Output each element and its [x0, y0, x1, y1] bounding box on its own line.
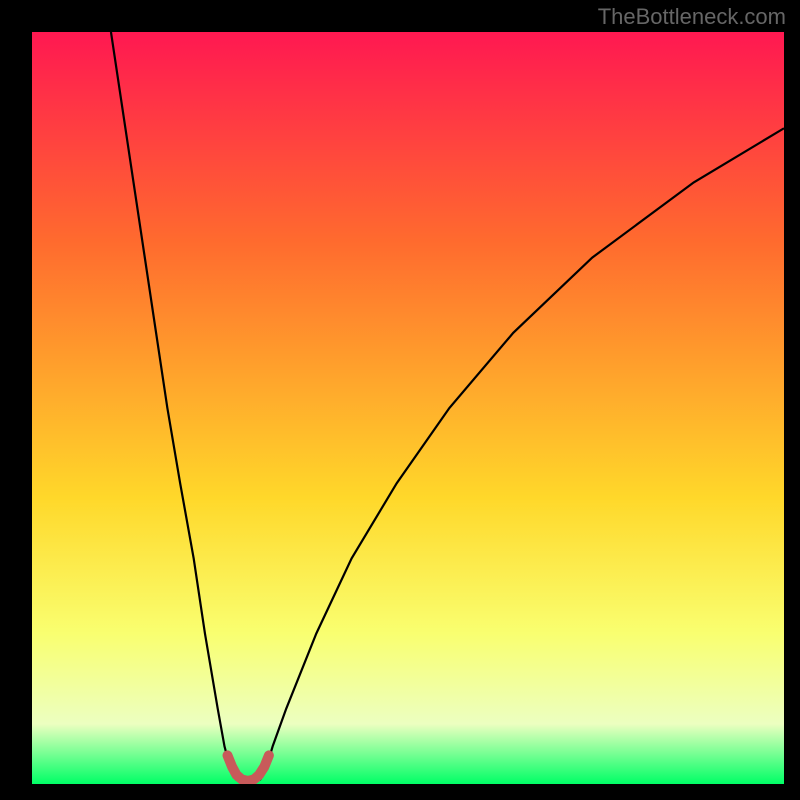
gradient-background	[32, 32, 784, 784]
chart-svg	[32, 32, 784, 784]
plot-area	[32, 32, 784, 784]
watermark-text: TheBottleneck.com	[598, 4, 786, 30]
